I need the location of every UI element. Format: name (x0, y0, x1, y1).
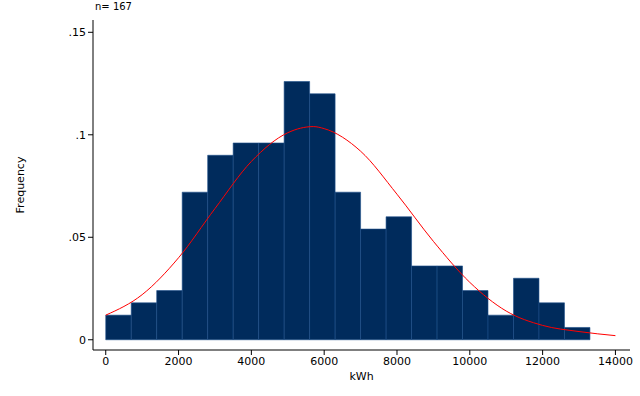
svg-text:.05: .05 (69, 231, 87, 244)
svg-text:2000: 2000 (165, 355, 193, 368)
svg-text:8000: 8000 (383, 355, 411, 368)
svg-text:0: 0 (79, 334, 86, 347)
svg-text:0: 0 (102, 355, 109, 368)
svg-text:6000: 6000 (310, 355, 338, 368)
svg-text:14000: 14000 (598, 355, 632, 368)
svg-text:.1: .1 (76, 129, 87, 142)
svg-text:kWh: kWh (349, 370, 373, 383)
svg-text:12000: 12000 (525, 355, 560, 368)
html-text:n= 167: n= 167 (95, 1, 132, 12)
svg-text:.15: .15 (69, 26, 87, 39)
svg-text:10000: 10000 (452, 355, 487, 368)
svg-text:4000: 4000 (237, 355, 265, 368)
svg-text:Frequency: Frequency (14, 156, 27, 213)
